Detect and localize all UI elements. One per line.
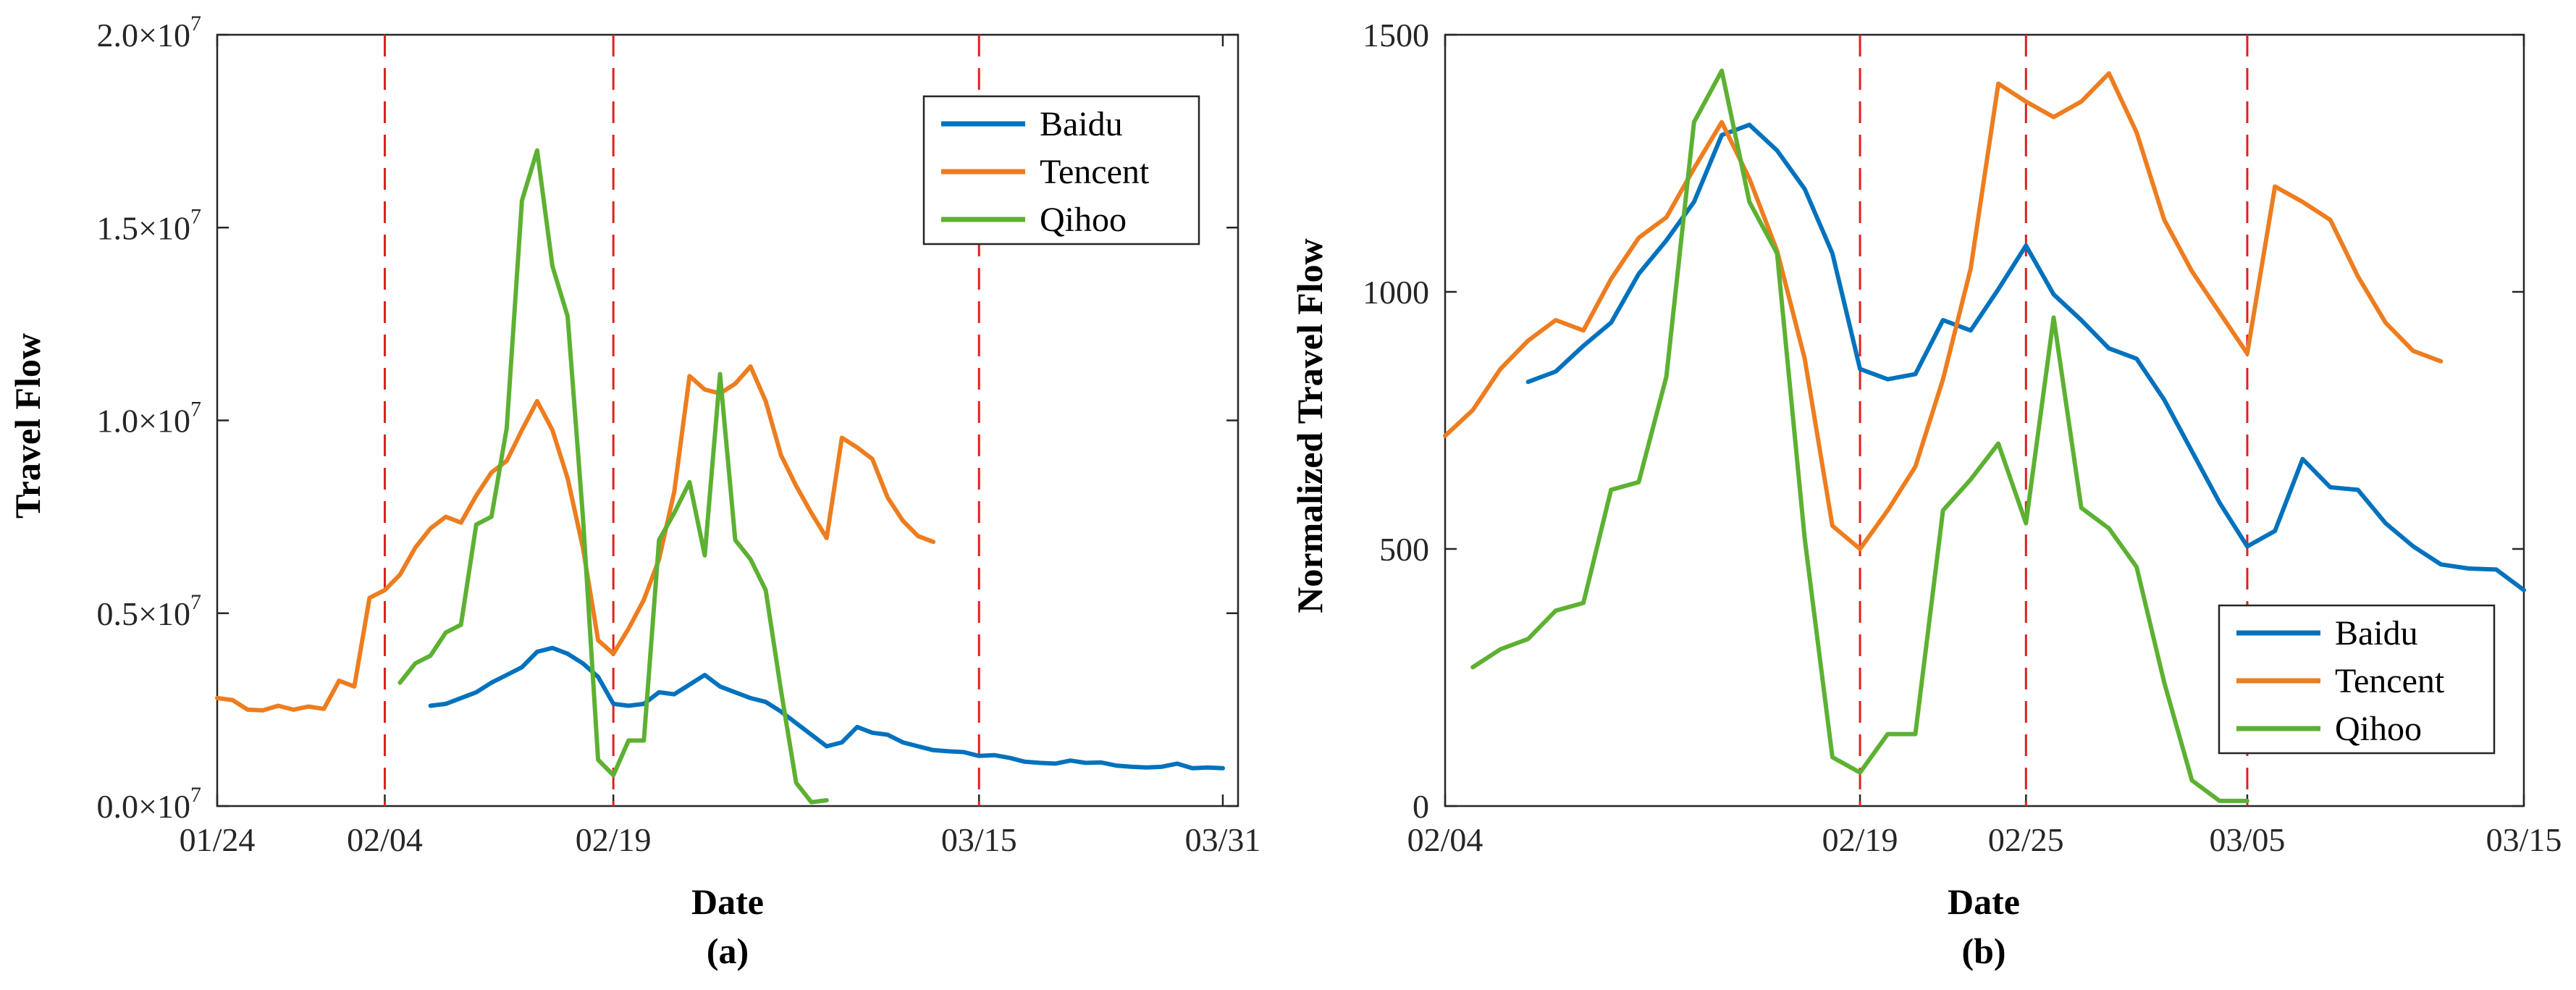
legend-label-tencent-b: Tencent: [2335, 662, 2445, 700]
legend-label-tencent-a: Tencent: [1040, 153, 1150, 191]
y-tick-label-a: 2.0×107: [97, 12, 201, 54]
y-tick-label-a: 0.0×107: [97, 783, 201, 825]
legend-b: Baidu Tencent Qihoo: [2218, 604, 2496, 755]
y-tick-label-b: 0: [1413, 788, 1429, 825]
x-tick-label-b: 03/05: [2210, 821, 2286, 858]
legend-label-baidu-b: Baidu: [2335, 614, 2418, 653]
panel-label-b: (b): [1961, 931, 2005, 971]
chart-panel-b: 02/04 02/19 02/25 03/05 03/15 0 500 1000 1500 Ba…: [1289, 17, 2562, 971]
plot-area-b: 02/04 02/19 02/25 03/05 03/15 0 500 1000 1500: [1363, 17, 2562, 858]
x-tick-label-a: 02/04: [347, 821, 423, 858]
axes-box-b: [1444, 33, 2525, 807]
legend-label-qihoo-a: Qihoo: [1040, 201, 1127, 239]
y-axis-title-a: Travel Flow: [7, 333, 48, 519]
x-tick-label-b: 02/25: [1988, 821, 2064, 858]
y-tick-label-b: 500: [1379, 531, 1429, 568]
legend-label-qihoo-b: Qihoo: [2335, 710, 2422, 748]
x-tick-label-b: 02/04: [1407, 821, 1483, 858]
y-tick-label-a: 1.5×107: [97, 204, 201, 246]
x-tick-label-b: 03/15: [2486, 821, 2562, 858]
legend-label-baidu-a: Baidu: [1040, 105, 1123, 143]
y-tick-label-b: 1000: [1363, 274, 1429, 311]
series-line-baidu-a: [428, 645, 1225, 771]
chart-panel-a: 01/24 02/04 02/19 03/15 03/31 0.0×107 0.5×107 1…: [7, 12, 1260, 971]
series-line-qihoo-b: [1470, 68, 2249, 803]
y-tick-label-a: 0.5×107: [97, 590, 201, 632]
series-line-baidu-b: [1525, 122, 2526, 592]
series-line-tencent-b: [1443, 71, 2444, 551]
x-axis-title-b: Date: [1948, 881, 2020, 922]
x-tick-label-a: 03/15: [941, 821, 1017, 858]
y-axis-title-b: Normalized Travel Flow: [1289, 238, 1330, 613]
x-tick-label-a: 01/24: [180, 821, 256, 858]
panel-label-a: (a): [707, 931, 749, 971]
x-tick-label-a: 03/31: [1185, 821, 1261, 858]
y-tick-label-b: 1500: [1363, 17, 1429, 54]
x-tick-label-a: 02/19: [576, 821, 652, 858]
y-tick-label-a: 1.0×107: [97, 398, 201, 440]
series-line-tencent-a: [215, 364, 936, 713]
x-axis-title-a: Date: [691, 881, 764, 922]
plot-area-a: 01/24 02/04 02/19 03/15 03/31 0.0×107 0.5×107 1…: [97, 12, 1261, 858]
series-line-qihoo-a: [397, 148, 829, 805]
x-tick-label-b: 02/19: [1822, 821, 1898, 858]
legend-a: Baidu Tencent Qihoo: [922, 95, 1200, 246]
